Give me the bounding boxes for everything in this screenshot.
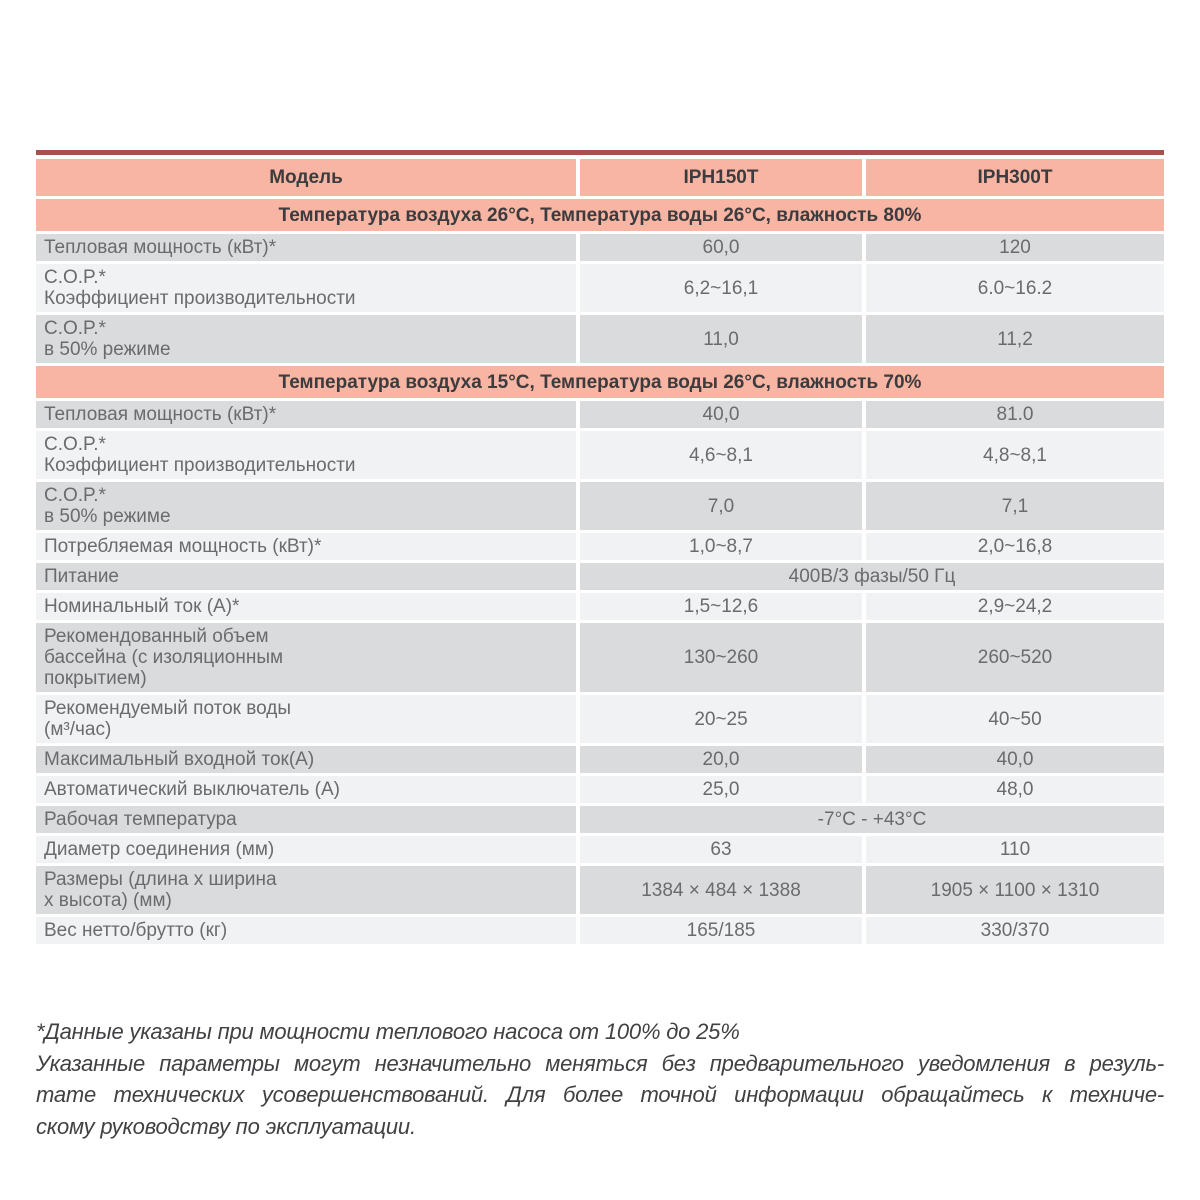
row-value: 110 xyxy=(866,836,1164,863)
row-value: 81.0 xyxy=(866,401,1164,428)
row-label: Номинальный ток (А)* xyxy=(36,593,576,620)
row-value-spanning: 400В/3 фазы/50 Гц xyxy=(580,563,1164,590)
row-value: 40,0 xyxy=(580,401,862,428)
row-label: Максимальный входной ток(А) xyxy=(36,746,576,773)
table-row: Тепловая мощность (кВт)* 60,0 120 xyxy=(36,234,1164,261)
row-value: 20,0 xyxy=(580,746,862,773)
row-label: C.O.P.* в 50% режиме xyxy=(36,315,576,363)
table-row: Рекомендованный объем бассейна (с изоляц… xyxy=(36,623,1164,692)
table-row: C.O.P.* Коэффициент производительности 6… xyxy=(36,264,1164,312)
row-value: 11,2 xyxy=(866,315,1164,363)
row-label: C.O.P.* Коэффициент производительности xyxy=(36,264,576,312)
row-label: Вес нетто/брутто (кг) xyxy=(36,917,576,944)
row-value: 120 xyxy=(866,234,1164,261)
footnote-line: Указанные параметры могут незначительно … xyxy=(36,1050,1164,1076)
footnote-line: тате технических усовершенствований. Для… xyxy=(36,1082,1164,1107)
table-row: Автоматический выключатель (А) 25,0 48,0 xyxy=(36,776,1164,803)
table-row: Потребляемая мощность (кВт)* 1,0~8,7 2,0… xyxy=(36,533,1164,560)
table-row: Размеры (длина x ширина х высота) (мм) 1… xyxy=(36,866,1164,914)
table-row: C.O.P.* Коэффициент производительности 4… xyxy=(36,431,1164,479)
row-value: 40,0 xyxy=(866,746,1164,773)
accent-top-line xyxy=(36,150,1164,155)
table-header-row: Модель IPH150T IPH300T xyxy=(36,159,1164,196)
table-row: Диаметр соединения (мм) 63 110 xyxy=(36,836,1164,863)
table-row: C.O.P.* в 50% режиме 11,0 11,2 xyxy=(36,315,1164,363)
row-value: 2,0~16,8 xyxy=(866,533,1164,560)
footnote-line: *Данные указаны при мощности теплового н… xyxy=(36,1019,740,1044)
table-row: Вес нетто/брутто (кг) 165/185 330/370 xyxy=(36,917,1164,944)
row-value: 4,6~8,1 xyxy=(580,431,862,479)
row-label: Потребляемая мощность (кВт)* xyxy=(36,533,576,560)
spec-sheet: Модель IPH150T IPH300T Температура возду… xyxy=(36,150,1164,1142)
row-label: Рекомендуемый поток воды (м³/час) xyxy=(36,695,576,743)
row-value: 25,0 xyxy=(580,776,862,803)
table-row: Тепловая мощность (кВт)* 40,0 81.0 xyxy=(36,401,1164,428)
table-row: Номинальный ток (А)* 1,5~12,6 2,9~24,2 xyxy=(36,593,1164,620)
row-value-spanning: -7°С - +43°С xyxy=(580,806,1164,833)
table-row-power-supply: Питание 400В/3 фазы/50 Гц xyxy=(36,563,1164,590)
row-label: Размеры (длина x ширина х высота) (мм) xyxy=(36,866,576,914)
row-value: 1905 × 1100 × 1310 xyxy=(866,866,1164,914)
row-value: 260~520 xyxy=(866,623,1164,692)
row-value: 1384 × 484 × 1388 xyxy=(580,866,862,914)
spec-table: Модель IPH150T IPH300T Температура возду… xyxy=(36,159,1164,944)
row-value: 165/185 xyxy=(580,917,862,944)
row-label: Тепловая мощность (кВт)* xyxy=(36,234,576,261)
row-label: Питание xyxy=(36,563,576,590)
row-label: Рабочая температура xyxy=(36,806,576,833)
section-title: Температура воздуха 26°С, Температура во… xyxy=(36,199,1164,231)
section-title: Температура воздуха 15°С, Температура во… xyxy=(36,366,1164,398)
header-model-iph150t: IPH150T xyxy=(580,159,862,196)
row-value: 4,8~8,1 xyxy=(866,431,1164,479)
row-value: 1,0~8,7 xyxy=(580,533,862,560)
row-value: 63 xyxy=(580,836,862,863)
row-label: Тепловая мощность (кВт)* xyxy=(36,401,576,428)
footnote: *Данные указаны при мощности теплового н… xyxy=(36,1016,1164,1142)
header-model-label: Модель xyxy=(36,159,576,196)
row-label: C.O.P.* в 50% режиме xyxy=(36,482,576,530)
section-header-row: Температура воздуха 26°С, Температура во… xyxy=(36,199,1164,231)
row-value: 6.0~16.2 xyxy=(866,264,1164,312)
row-value: 130~260 xyxy=(580,623,862,692)
header-model-iph300t: IPH300T xyxy=(866,159,1164,196)
table-row: Максимальный входной ток(А) 20,0 40,0 xyxy=(36,746,1164,773)
table-row-operating-temp: Рабочая температура -7°С - +43°С xyxy=(36,806,1164,833)
row-label: C.O.P.* Коэффициент производительности xyxy=(36,431,576,479)
row-label: Автоматический выключатель (А) xyxy=(36,776,576,803)
row-value: 2,9~24,2 xyxy=(866,593,1164,620)
footnote-line: скому руководству по эксплуатации. xyxy=(36,1113,416,1139)
table-row: C.O.P.* в 50% режиме 7,0 7,1 xyxy=(36,482,1164,530)
row-value: 60,0 xyxy=(580,234,862,261)
row-label: Рекомендованный объем бассейна (с изоляц… xyxy=(36,623,576,692)
table-row: Рекомендуемый поток воды (м³/час) 20~25 … xyxy=(36,695,1164,743)
row-value: 1,5~12,6 xyxy=(580,593,862,620)
section-header-row: Температура воздуха 15°С, Температура во… xyxy=(36,366,1164,398)
row-value: 20~25 xyxy=(580,695,862,743)
row-value: 40~50 xyxy=(866,695,1164,743)
row-value: 330/370 xyxy=(866,917,1164,944)
row-value: 6,2~16,1 xyxy=(580,264,862,312)
row-value: 7,0 xyxy=(580,482,862,530)
row-value: 7,1 xyxy=(866,482,1164,530)
row-value: 11,0 xyxy=(580,315,862,363)
row-label: Диаметр соединения (мм) xyxy=(36,836,576,863)
row-value: 48,0 xyxy=(866,776,1164,803)
